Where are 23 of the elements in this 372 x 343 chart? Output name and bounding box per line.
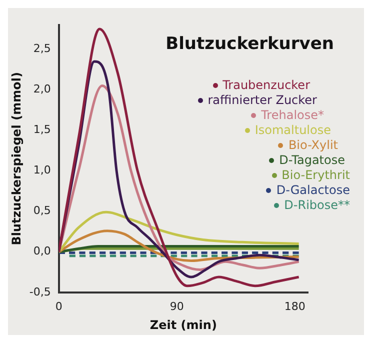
y-tick-label: 0,0 xyxy=(33,244,51,258)
line-series xyxy=(58,210,300,254)
legend-label: D-Galactose xyxy=(276,183,350,197)
legend-label: raffinierter Zucker xyxy=(208,93,317,107)
text: Blutzuckerkurven xyxy=(166,34,334,54)
y-tick-label: -0,5 xyxy=(29,285,51,298)
legend-label: Isomaltulose xyxy=(254,123,331,137)
x-tick-label: 0 xyxy=(55,300,62,313)
y-tick-label: 2,0 xyxy=(33,82,51,96)
legend-label: Traubenzucker xyxy=(222,78,310,92)
legend-label: Bio-Xylit xyxy=(288,138,338,152)
y-tick-label: 1,5 xyxy=(33,123,51,136)
legend-label: D-Tagatose xyxy=(279,153,345,167)
legend-label: Trehalose* xyxy=(261,108,324,122)
y-tick-label: 2,5 xyxy=(33,42,51,56)
legend-label: Bio-Erythrit xyxy=(282,168,350,182)
x-tick-label: 180 xyxy=(284,300,306,313)
legend-label: D-Ribose** xyxy=(284,198,350,212)
x-tick-label: 90 xyxy=(170,300,184,313)
y-axis-title: Blutzuckerspiegel (mmol) xyxy=(9,72,24,246)
x-axis-title: Zeit (min) xyxy=(150,318,217,332)
y-tick-label: 1,0 xyxy=(33,164,51,177)
y-tick-label: 0,5 xyxy=(33,204,51,218)
